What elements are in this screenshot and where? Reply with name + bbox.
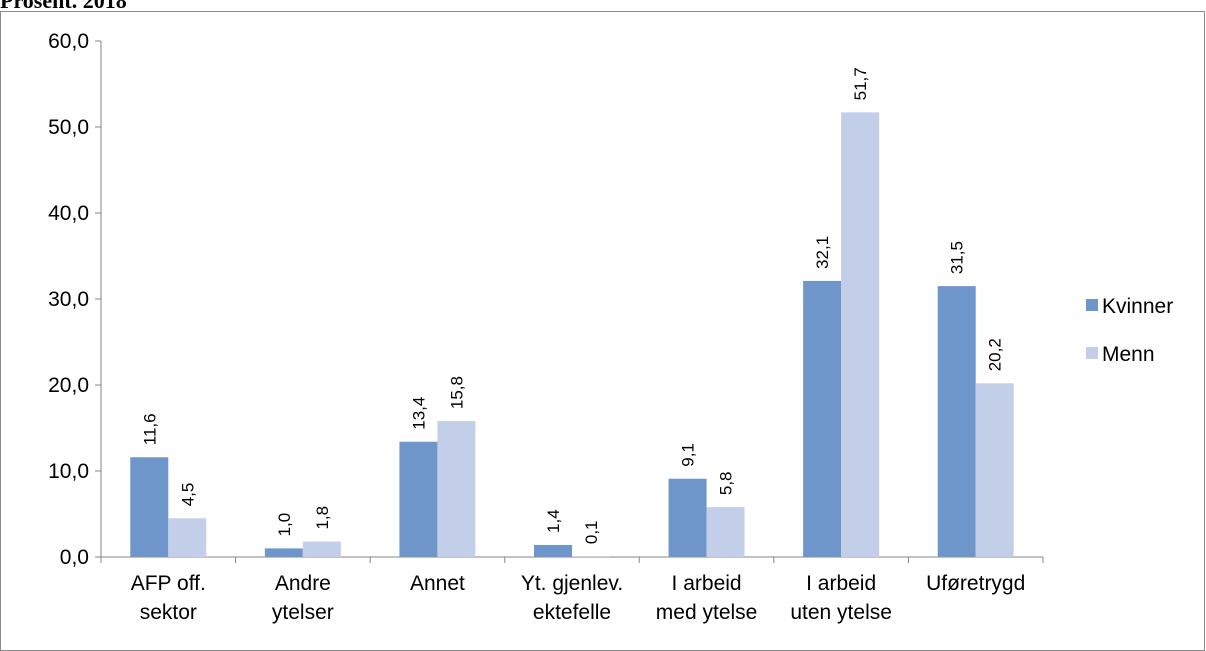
chart-header-title: Prosent. 2018 (0, 0, 127, 13)
x-category-label: Andre (275, 572, 331, 595)
x-category-label: Annet (410, 572, 465, 595)
y-tick-label: 10,0 (48, 460, 89, 483)
data-label: 15,8 (447, 376, 466, 409)
legend-label-menn: Menn (1102, 343, 1155, 366)
x-category-label: Yt. gjenlev. (521, 572, 623, 595)
data-label: 11,6 (140, 413, 159, 445)
x-category-label: I arbeid (672, 572, 742, 595)
legend-label-kvinner: Kvinner (1102, 295, 1173, 318)
y-tick-label: 60,0 (48, 30, 89, 53)
bar-menn (975, 383, 1014, 557)
data-label: 1,8 (313, 506, 332, 530)
x-category-label: med ytelse (656, 601, 758, 624)
bar-kvinner (937, 286, 976, 557)
bar-menn (437, 421, 476, 557)
legend-swatch-kvinner (1086, 299, 1098, 311)
data-label: 32,1 (813, 236, 832, 269)
bar-kvinner (264, 548, 303, 557)
data-label: 9,1 (679, 443, 698, 467)
x-category-label: sektor (140, 601, 197, 624)
legend-swatch-menn (1086, 347, 1098, 359)
y-tick-label: 50,0 (48, 116, 89, 139)
bar-menn (302, 541, 341, 557)
bar-menn (706, 507, 745, 557)
x-category-label: I arbeid (806, 572, 876, 595)
x-category-label: Uføretrygd (926, 572, 1025, 595)
data-label: 20,2 (986, 338, 1005, 371)
bar-kvinner (130, 457, 169, 557)
x-category-label: ytelser (272, 601, 334, 624)
y-tick-label: 40,0 (48, 202, 89, 225)
bar-menn (841, 112, 880, 557)
data-label: 4,5 (178, 483, 197, 507)
bar-menn (168, 518, 207, 557)
data-label: 0,1 (582, 520, 601, 544)
x-category-label: AFP off. (131, 572, 206, 595)
data-label: 1,4 (544, 509, 563, 533)
x-category-label: uten ytelse (790, 601, 892, 624)
bar-kvinner (668, 478, 707, 557)
data-label: 1,0 (275, 513, 294, 537)
y-tick-label: 30,0 (48, 288, 89, 311)
bar-kvinner (534, 544, 572, 557)
data-label: 5,8 (717, 471, 736, 495)
data-label: 51,7 (851, 67, 870, 100)
bar-menn (572, 556, 610, 557)
bar-kvinner (399, 441, 438, 557)
y-tick-label: 0,0 (60, 546, 89, 569)
bar-kvinner (803, 280, 842, 557)
data-label: 31,5 (948, 241, 967, 274)
data-label: 13,4 (409, 397, 428, 430)
y-tick-label: 20,0 (48, 374, 89, 397)
x-category-label: ektefelle (533, 601, 611, 624)
